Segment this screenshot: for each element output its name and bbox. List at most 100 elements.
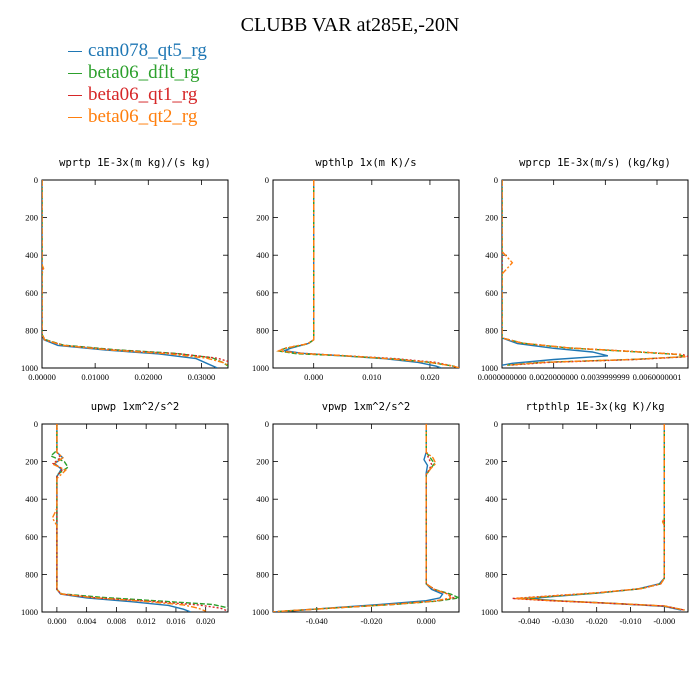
y-tick-label: 200 [256,457,269,467]
x-tick-label: 0.004 [77,616,97,626]
series-line-cam078_qt5_rg [281,180,442,368]
y-tick-label: 200 [25,213,38,223]
x-tick-label: 0.020 [196,616,215,626]
panel-title: wprcp 1E-3x(m/s) (kg/kg) [519,157,671,169]
x-tick-label: 0.012 [137,616,156,626]
series-line-cam078_qt5_rg [53,424,192,612]
y-tick-label: 600 [485,532,498,542]
y-tick-label: 800 [25,325,38,335]
series-line-cam078_qt5_rg [529,424,682,611]
x-tick-label: 0.000 [417,616,436,626]
series-line-beta06_qt2_rg [502,180,686,366]
y-tick-label: 400 [485,250,498,260]
panel-title: wprtp 1E-3x(m kg)/(s kg) [59,157,211,169]
legend-entry-beta06-qt2: beta06_qt2_rg [68,106,197,128]
y-tick-label: 1000 [21,363,38,373]
y-tick-label: 0 [265,419,269,429]
chart-panel-5: vpwp 1xm^2/s^2 0 200 400 600 800 1000 -0.040 -0.… [252,401,460,626]
y-tick-label: 400 [25,494,38,504]
series-line-beta06_qt1_rg [42,180,228,363]
series-line-beta06_dflt_rg [502,180,686,366]
y-tick-label: 600 [25,532,38,542]
series-line-beta06_dflt_rg [49,424,228,609]
x-tick-label: -0.010 [620,616,642,626]
y-tick-label: 400 [25,250,38,260]
legend-label: beta06_qt1_rg [88,84,198,105]
panel-title: vpwp 1xm^2/s^2 [322,401,411,413]
panel-title: rtpthlp 1E-3x(kg K)/kg [525,401,664,413]
y-tick-label: 0 [34,419,38,429]
series-line-beta06_dflt_rg [273,424,459,612]
series-line-cam078_qt5_rg [502,180,609,366]
series-line-cam078_qt5_rg [42,180,218,368]
series-line-cam078_qt5_rg [273,424,444,612]
panel-title: upwp 1xm^2/s^2 [91,401,180,413]
x-tick-label: -0.000 [653,616,675,626]
plot-frame [41,423,229,613]
series-line-beta06_qt1_rg [51,424,228,612]
y-tick-label: 1000 [252,607,269,617]
x-tick-label: -0.020 [586,616,608,626]
legend-entry-beta06-dflt: beta06_dflt_rg [68,62,200,84]
y-tick-label: 600 [256,288,269,298]
legend-label: beta06_qt2_rg [88,106,198,127]
series-line-beta06_dflt_rg [42,180,228,367]
y-tick-label: 800 [485,569,498,579]
y-tick-label: 1000 [481,363,498,373]
series-line-beta06_qt2_rg [42,180,228,366]
plot-frame [272,423,460,613]
x-tick-label: 0.0060000001 [633,372,682,382]
legend-line-icon [68,51,82,53]
series-line-beta06_qt2_rg [276,180,459,368]
chart-panel-6: rtpthlp 1E-3x(kg K)/kg 0 200 400 600 800 1000 -… [481,401,689,626]
chart-panel-3: wprcp 1E-3x(m/s) (kg/kg) 0 200 400 600 800 100… [478,157,689,382]
series-line-beta06_qt1_rg [278,180,459,368]
y-tick-label: 200 [485,213,498,223]
y-tick-label: 400 [256,250,269,260]
x-tick-label: 0.016 [166,616,185,626]
y-tick-label: 0 [494,419,498,429]
x-tick-label: -0.020 [360,616,382,626]
y-tick-label: 200 [25,457,38,467]
y-tick-label: 800 [25,569,38,579]
x-tick-label: -0.040 [306,616,328,626]
legend-line-icon [68,95,82,97]
series-line-beta06_qt2_rg [515,424,685,611]
x-tick-label: 0.0020000000 [529,372,578,382]
chart-panel-1: wprtp 1E-3x(m kg)/(s kg) 0 200 400 600 800 100… [21,157,229,382]
x-tick-label: 0.00000 [28,372,56,382]
plot-frame [501,179,689,369]
legend-line-icon [68,73,82,75]
x-tick-label: 0.03000 [188,372,216,382]
chart-panel-4: upwp 1xm^2/s^2 0 200 400 600 800 1000 0.000 0.00… [21,401,229,626]
plot-frame [501,423,689,613]
x-tick-label: 0.020 [420,372,439,382]
series-line-beta06_qt1_rg [502,180,688,366]
y-tick-label: 1000 [481,607,498,617]
y-tick-label: 400 [485,494,498,504]
legend-entry-beta06-qt1: beta06_qt1_rg [68,84,197,106]
x-tick-label: 0.010 [362,372,381,382]
y-tick-label: 800 [256,325,269,335]
x-tick-label: 0.0000000000 [478,372,527,382]
series-line-beta06_qt2_rg [51,424,206,612]
y-tick-label: 600 [485,288,498,298]
legend-label: cam078_qt5_rg [88,40,207,61]
plot-frame [272,179,460,369]
y-tick-label: 800 [256,569,269,579]
y-tick-label: 400 [256,494,269,504]
y-tick-label: 200 [256,213,269,223]
series-line-beta06_qt2_rg [273,424,452,612]
y-tick-label: 600 [256,532,269,542]
y-tick-label: 1000 [21,607,38,617]
legend-line-icon [68,117,82,119]
series-line-beta06_qt1_rg [512,424,685,611]
x-tick-label: 0.000 [47,616,66,626]
legend-entry-cam078: cam078_qt5_rg [68,40,207,62]
x-tick-label: 0.0039999999 [581,372,630,382]
legend-label: beta06_dflt_rg [88,62,200,83]
figure-title: CLUBB VAR at285E,-20N [240,14,460,36]
y-tick-label: 0 [265,175,269,185]
plot-frame [41,179,229,369]
